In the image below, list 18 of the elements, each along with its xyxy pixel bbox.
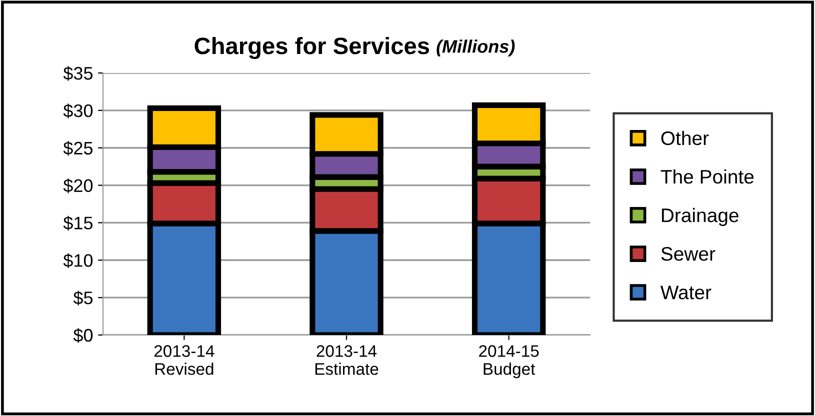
y-tick-label: $30: [63, 104, 93, 118]
y-tick-label: $0: [73, 328, 93, 343]
x-tick-label: 2014-15 Budget: [479, 345, 539, 378]
x-tick-label: 2013-14 Estimate: [315, 345, 378, 375]
legend-label: Drainage: [662, 208, 738, 226]
y-tick-label: $20: [63, 178, 93, 194]
y-tick-label: $5: [73, 290, 93, 306]
legend-label: Water: [660, 286, 712, 300]
y-tick-label: $25: [63, 141, 93, 156]
legend-label: Sewer: [661, 246, 716, 261]
chart-title: Charges for Services: [194, 36, 430, 60]
chart-subtitle: (Millions): [436, 40, 515, 56]
legend-label: The Pointe: [660, 169, 754, 184]
y-tick-label: $15: [63, 216, 93, 231]
y-tick-label: $10: [63, 253, 93, 268]
y-tick-label: $35: [63, 66, 93, 81]
x-tick-label: 2013-14 Revised: [154, 345, 214, 375]
legend-label: Other: [661, 130, 709, 146]
